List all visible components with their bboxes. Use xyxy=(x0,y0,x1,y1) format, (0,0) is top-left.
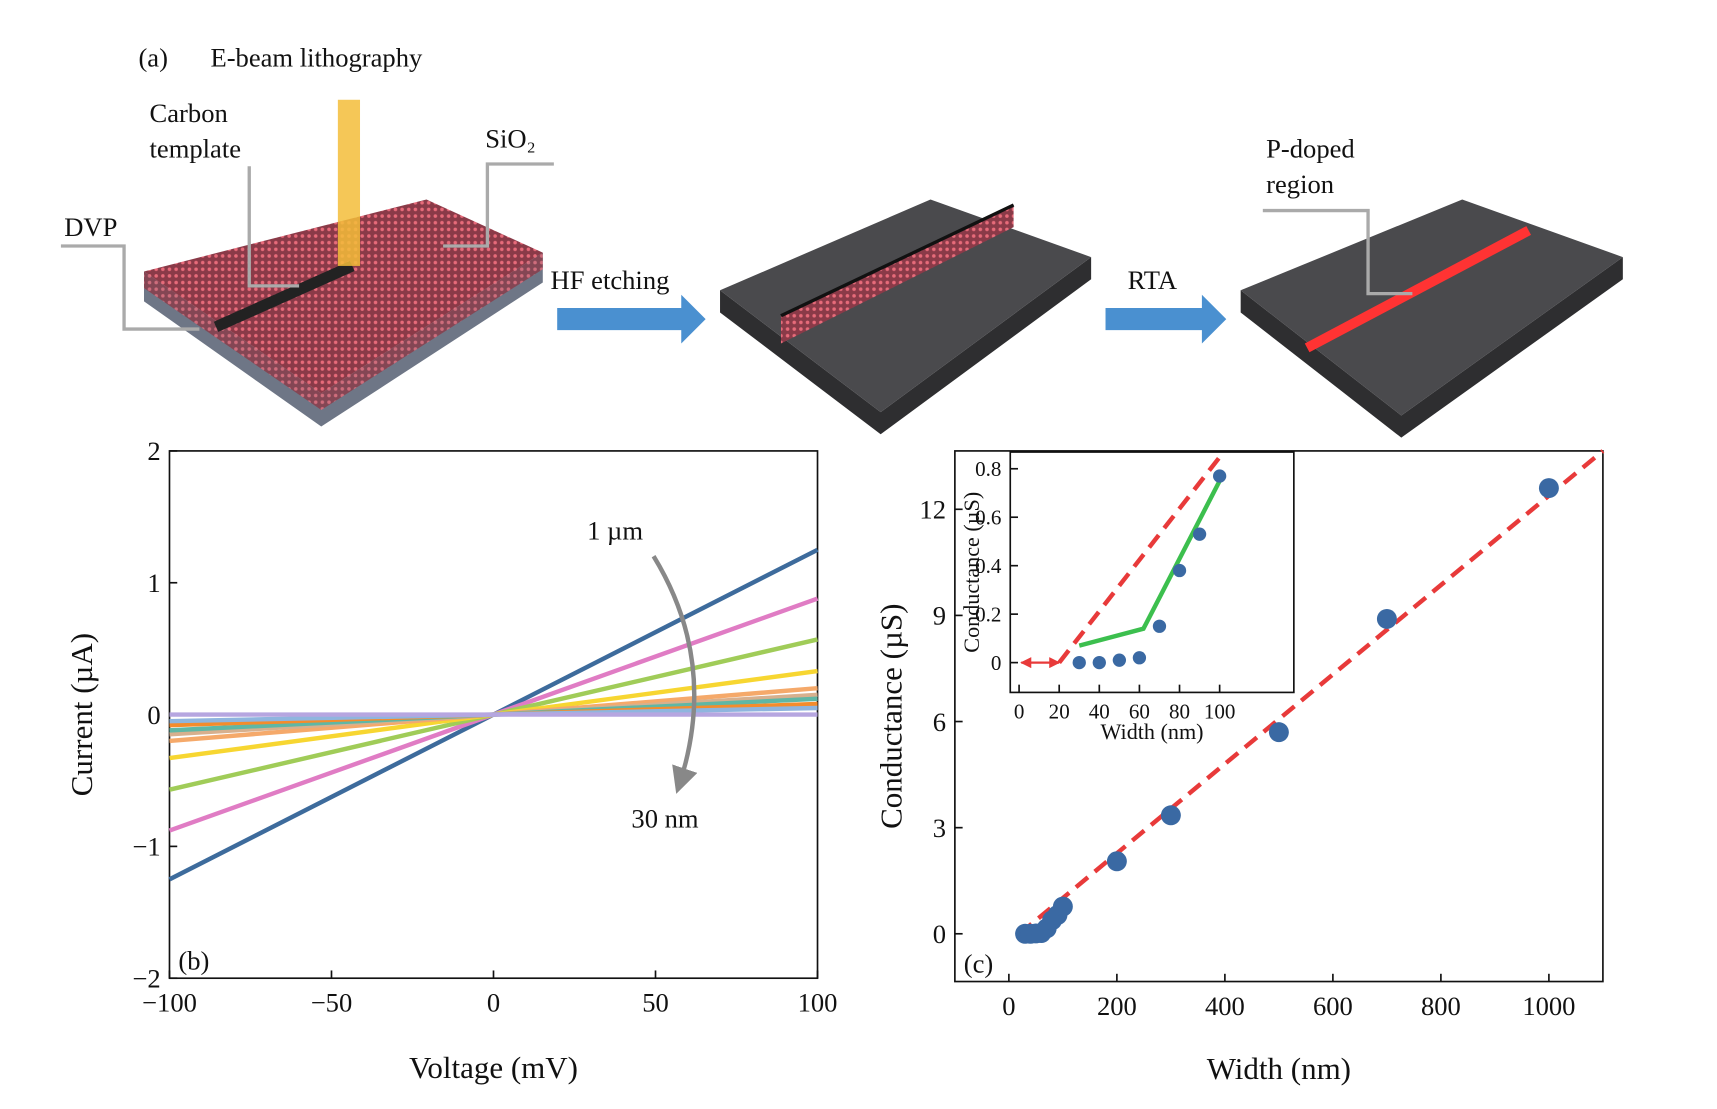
block-side xyxy=(1240,257,1623,438)
label: P-doped xyxy=(1266,133,1355,163)
callout xyxy=(247,166,300,288)
label: template xyxy=(150,133,242,163)
x-tick-label: 100 xyxy=(1204,700,1236,724)
x-tick-label: 800 xyxy=(1421,991,1461,1021)
x-axis-label: Width (nm) xyxy=(1101,719,1204,744)
y-tick-label: 3 xyxy=(933,813,946,843)
y-tick-label: 0 xyxy=(147,700,160,730)
panel-label: (a) xyxy=(138,43,168,73)
point xyxy=(1538,478,1559,499)
point xyxy=(1376,608,1397,629)
y-tick-label: 9 xyxy=(933,601,946,631)
label: DVP xyxy=(64,212,117,242)
panel-label: (b) xyxy=(178,945,209,975)
point xyxy=(1112,653,1127,667)
x-axis-label: Voltage (mV) xyxy=(409,1050,578,1085)
y-tick-label: 0.6 xyxy=(975,506,1001,530)
point xyxy=(1268,722,1289,743)
y-tick-label: 0.2 xyxy=(975,603,1001,627)
point xyxy=(1192,527,1207,541)
point xyxy=(1212,469,1227,483)
y-tick-label: −1 xyxy=(132,832,160,862)
annotation: 1 µm xyxy=(587,516,643,546)
y-axis-label: Current (µA) xyxy=(64,633,99,796)
point xyxy=(1152,619,1167,633)
block-top xyxy=(720,199,1092,413)
x-tick-label: 0 xyxy=(487,987,500,1017)
x-tick-label: 1000 xyxy=(1522,991,1575,1021)
y-tick-label: 0.8 xyxy=(975,457,1001,481)
ridge xyxy=(780,205,1014,344)
panel-a: (a) E-beam lithography Carbon template S… xyxy=(60,43,1623,438)
x-tick-label: 80 xyxy=(1169,700,1190,724)
x-tick-label: −50 xyxy=(311,987,353,1017)
point xyxy=(1160,805,1181,826)
p-doped-stripe xyxy=(1304,226,1532,353)
y-tick-label: 6 xyxy=(933,707,946,737)
point xyxy=(1092,655,1106,670)
title: E-beam lithography xyxy=(210,43,423,73)
point xyxy=(1172,563,1187,578)
annotation: 30 nm xyxy=(631,804,699,834)
panel-label: (c) xyxy=(964,949,994,979)
annotation-arrow xyxy=(651,555,698,794)
y-axis-label: Conductance (µS) xyxy=(874,604,909,829)
y-tick-label: 0 xyxy=(933,919,946,949)
carbon-template xyxy=(213,260,355,332)
label: Carbon xyxy=(150,98,228,128)
x-tick-label: 50 xyxy=(642,987,669,1017)
x-tick-label: 400 xyxy=(1205,991,1245,1021)
point xyxy=(1052,896,1073,917)
label: region xyxy=(1266,169,1334,199)
label: SiO₂ xyxy=(485,123,536,153)
callout xyxy=(60,244,200,331)
y-tick-label: 0.4 xyxy=(975,554,1002,578)
arrow xyxy=(1105,294,1227,344)
block-top xyxy=(144,199,543,394)
y-tick-label: −2 xyxy=(132,964,160,994)
x-tick-label: 100 xyxy=(798,987,838,1017)
point xyxy=(1106,851,1127,872)
y-axis-label: Conductance (µS) xyxy=(959,492,984,653)
x-tick-label: 40 xyxy=(1089,700,1110,724)
callout xyxy=(1262,208,1413,296)
x-axis-label: Width (nm) xyxy=(1207,1051,1351,1086)
point xyxy=(1072,655,1086,670)
x-tick-label: 0 xyxy=(1002,991,1015,1021)
arrow xyxy=(557,294,706,344)
ridge-top xyxy=(780,203,1015,318)
step-label: RTA xyxy=(1128,265,1177,295)
x-tick-label: −100 xyxy=(142,987,197,1017)
x-tick-label: 20 xyxy=(1049,700,1070,724)
e-beam xyxy=(337,99,361,266)
callout xyxy=(443,162,554,248)
point xyxy=(1132,651,1147,665)
x-tick-label: 60 xyxy=(1129,700,1150,724)
plot-frame xyxy=(1009,451,1295,694)
x-tick-label: 600 xyxy=(1313,991,1353,1021)
y-tick-label: 0 xyxy=(991,651,1002,675)
x-tick-label: 0 xyxy=(1014,700,1025,724)
block-layer xyxy=(144,252,543,410)
fit-line xyxy=(1057,450,1226,664)
x-tick-label: 200 xyxy=(1097,991,1137,1021)
y-tick-label: 12 xyxy=(919,495,946,525)
y-tick-label: 1 xyxy=(147,568,160,598)
block-side xyxy=(720,257,1092,435)
step-label: HF etching xyxy=(551,265,670,295)
block-top xyxy=(1240,199,1623,416)
y-tick-label: 2 xyxy=(147,436,160,466)
fit-line xyxy=(1078,479,1222,648)
